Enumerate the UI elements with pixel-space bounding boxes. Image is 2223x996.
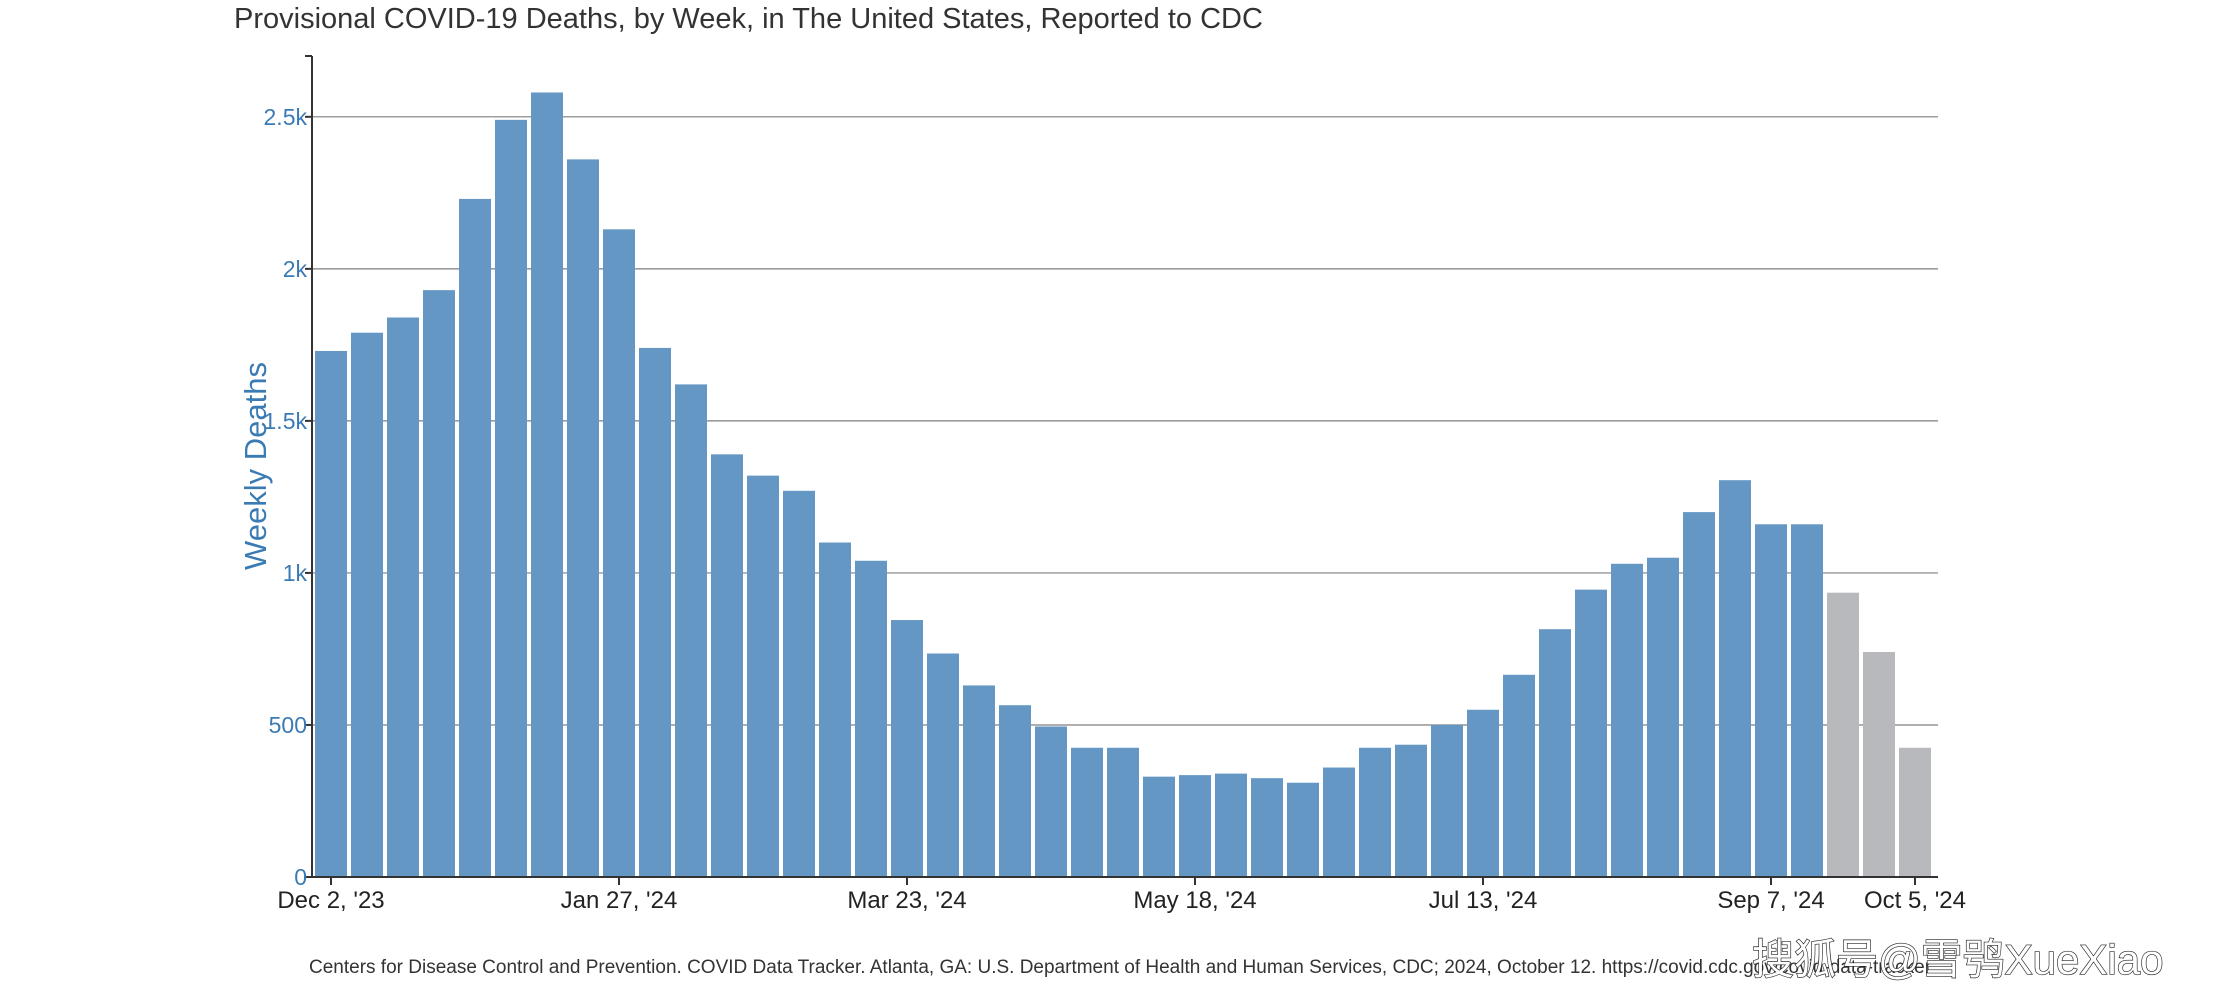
- axes: [304, 55, 1938, 885]
- bar-feb-24-24: [747, 475, 779, 877]
- bar-jun-22-24: [1359, 747, 1391, 877]
- bar-aug-31-24: [1719, 480, 1751, 877]
- y-tick-label: 0: [294, 864, 307, 890]
- y-axis-label: Weekly Deaths: [238, 362, 273, 570]
- x-tick-label: Dec 2, '23: [277, 887, 384, 914]
- y-tick-label: 500: [269, 712, 307, 738]
- y-tick-label: 2.5k: [264, 104, 308, 130]
- bar-mar-16-24: [855, 560, 887, 877]
- bar-mar-2-24: [783, 490, 815, 877]
- bar-jul-27-24: [1539, 629, 1571, 877]
- bar-may-18-24: [1179, 775, 1211, 877]
- bar-dec-16-23: [387, 317, 419, 878]
- bar-aug-10-24: [1611, 563, 1643, 877]
- bar-dec-9-23: [351, 332, 383, 877]
- x-tick-labels: Dec 2, '23 Jan 27, '24 Mar 23, '24 May 18, …: [277, 887, 1966, 914]
- bar-jan-27-24: [603, 229, 635, 878]
- bar-jul-13-24: [1467, 709, 1499, 877]
- bar-dec-23-23: [423, 290, 455, 877]
- bar-mar-9-24: [819, 542, 851, 877]
- x-tick-label: Jan 27, '24: [561, 887, 678, 914]
- bar-jan-13-24: [531, 92, 563, 877]
- bar-sep-21-24: [1827, 592, 1859, 877]
- bar-jun-15-24: [1323, 767, 1355, 877]
- bar-apr-20-24: [1035, 726, 1067, 877]
- bar-jul-20-24: [1503, 674, 1535, 877]
- y-tick-label: 1k: [283, 560, 308, 586]
- x-tick-label: Mar 23, '24: [847, 887, 966, 914]
- x-tick-label: May 18, '24: [1133, 887, 1256, 914]
- bar-jan-20-24: [567, 159, 599, 877]
- watermark: 搜狐号@雪鸮XueXiao: [1752, 936, 2163, 983]
- bar-feb-17-24: [711, 454, 743, 877]
- y-tick-label: 1.5k: [264, 408, 308, 434]
- bar-may-11-24: [1143, 776, 1175, 877]
- bar-apr-27-24: [1071, 747, 1103, 877]
- bar-jun-29-24: [1395, 744, 1427, 877]
- bar-mar-30-24: [927, 653, 959, 877]
- bar-feb-3-24: [639, 347, 671, 877]
- y-tick-label: 2k: [283, 256, 308, 282]
- bar-apr-13-24: [999, 705, 1031, 877]
- source-citation: Centers for Disease Control and Preventi…: [309, 957, 1932, 978]
- bar-mar-23-24: [891, 620, 923, 877]
- bar-dec-2-23: [315, 350, 347, 877]
- chart-title: Provisional COVID-19 Deaths, by Week, in…: [234, 3, 1263, 35]
- bar-may-4-24: [1107, 747, 1139, 877]
- bar-jun-8-24: [1287, 782, 1319, 877]
- x-tick-label: Sep 7, '24: [1717, 887, 1824, 914]
- bars: [315, 92, 1931, 878]
- y-tick-labels: 0 500 1k 1.5k 2k 2.5k: [264, 104, 308, 890]
- bar-oct-5-24: [1899, 747, 1931, 877]
- bar-sep-7-24: [1755, 524, 1787, 877]
- bar-dec-30-23: [459, 198, 491, 878]
- bar-jul-6-24: [1431, 724, 1463, 877]
- bar-jan-6-24: [495, 119, 527, 878]
- bar-aug-3-24: [1575, 589, 1607, 877]
- bar-sep-14-24: [1791, 524, 1823, 877]
- bar-apr-6-24: [963, 685, 995, 877]
- x-tick-label: Oct 5, '24: [1864, 887, 1966, 914]
- bar-jun-1-24: [1251, 778, 1283, 877]
- bar-aug-17-24: [1647, 557, 1679, 877]
- bar-may-25-24: [1215, 773, 1247, 877]
- bar-sep-28-24: [1863, 651, 1895, 877]
- bar-feb-10-24: [675, 384, 707, 877]
- x-tick-label: Jul 13, '24: [1429, 887, 1538, 914]
- bar-aug-24-24: [1683, 512, 1715, 877]
